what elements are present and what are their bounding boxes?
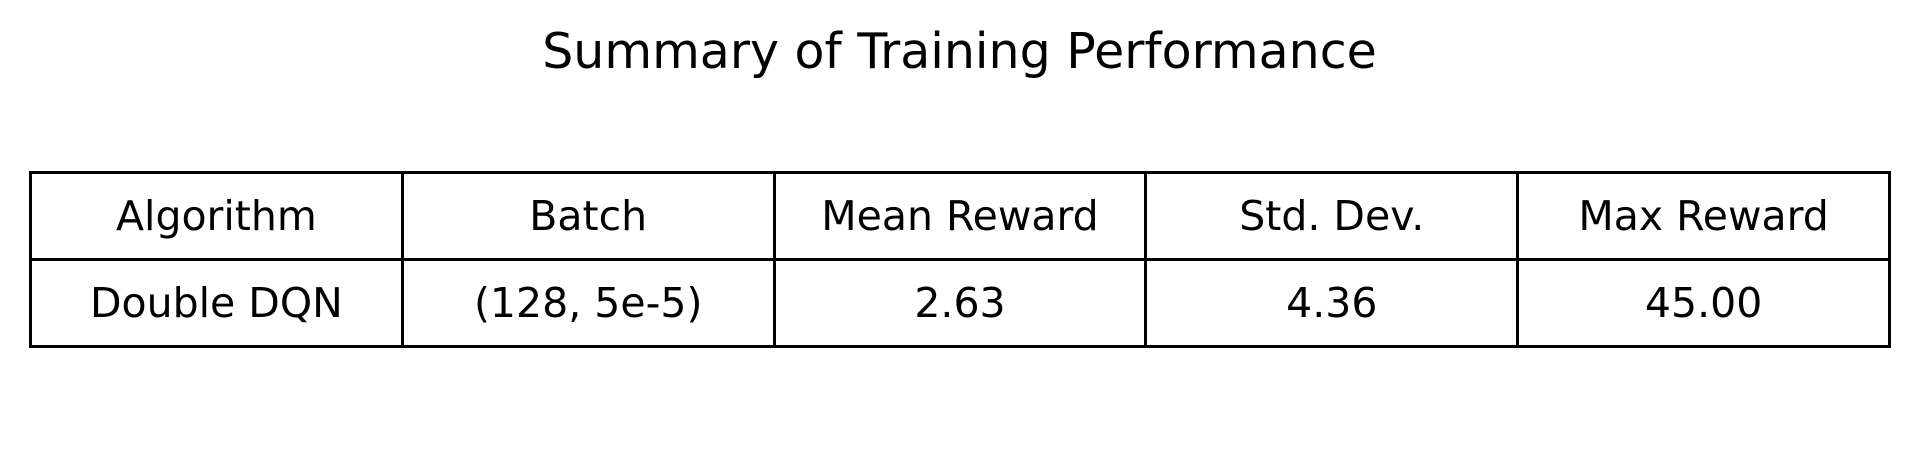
cell-batch: (128, 5e-5) bbox=[400, 258, 776, 348]
column-header-max-reward: Max Reward bbox=[1516, 171, 1891, 261]
cell-max-reward: 45.00 bbox=[1516, 258, 1891, 348]
cell-mean-reward: 2.63 bbox=[772, 258, 1148, 348]
cell-std-dev: 4.36 bbox=[1144, 258, 1520, 348]
chart-title: Summary of Training Performance bbox=[542, 23, 1377, 80]
table-row: Double DQN (128, 5e-5) 2.63 4.36 45.00 bbox=[29, 258, 1891, 348]
column-header-batch: Batch bbox=[400, 171, 776, 261]
cell-algorithm: Double DQN bbox=[29, 258, 404, 348]
summary-table: Algorithm Batch Mean Reward Std. Dev. Ma… bbox=[29, 171, 1891, 348]
column-header-std-dev: Std. Dev. bbox=[1144, 171, 1520, 261]
column-header-algorithm: Algorithm bbox=[29, 171, 404, 261]
table-header-row: Algorithm Batch Mean Reward Std. Dev. Ma… bbox=[29, 171, 1891, 261]
column-header-mean-reward: Mean Reward bbox=[772, 171, 1148, 261]
